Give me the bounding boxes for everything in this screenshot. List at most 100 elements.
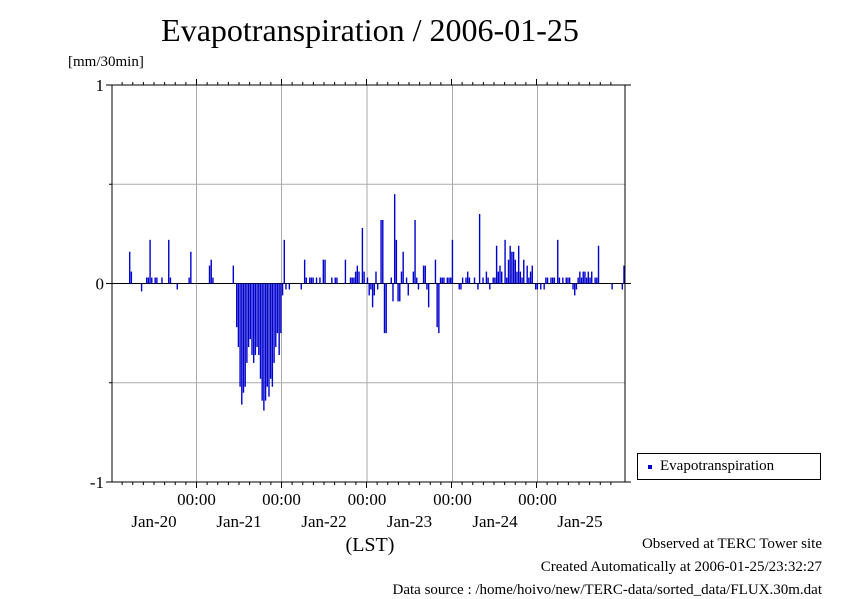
bar: [439, 277, 442, 284]
bar: [426, 283, 428, 290]
bar: [594, 277, 596, 284]
bar: [310, 277, 313, 284]
bar: [448, 277, 450, 284]
bar: [239, 283, 241, 387]
bar: [478, 214, 481, 284]
bar: [507, 259, 510, 284]
bar: [511, 251, 513, 284]
bar: [405, 277, 408, 284]
x-tick-time-label: 00:00: [177, 490, 216, 509]
bar: [280, 283, 282, 334]
bar: [305, 277, 308, 284]
x-tick-day-label: Jan-22: [301, 512, 346, 531]
bar: [130, 271, 133, 284]
bar: [501, 271, 503, 284]
bar: [353, 277, 355, 284]
bar: [506, 277, 508, 284]
y-axis-unit-label: [mm/30min]: [68, 54, 144, 70]
bar: [580, 277, 583, 284]
bar: [443, 277, 445, 284]
bar: [312, 277, 314, 284]
bar: [366, 277, 369, 284]
bar: [528, 277, 530, 284]
bar: [577, 277, 579, 284]
bar: [370, 283, 372, 290]
bar: [414, 219, 416, 284]
bar: [477, 283, 479, 290]
bar: [390, 277, 392, 284]
bar: [210, 259, 212, 284]
x-tick-time-label: 00:00: [518, 490, 557, 509]
bar: [276, 283, 279, 334]
chart-title: Evapotranspiration / 2006-01-25: [161, 12, 579, 48]
bar: [140, 283, 143, 292]
bar: [336, 277, 338, 284]
bar: [529, 271, 532, 284]
bar: [176, 283, 178, 290]
bar: [376, 283, 379, 290]
bar-series: [128, 194, 625, 411]
bar: [402, 251, 404, 284]
x-tick-day-label: Jan-20: [131, 512, 176, 531]
bar: [349, 277, 352, 284]
bar: [514, 259, 516, 284]
x-tick-day-label: Jan-21: [216, 512, 261, 531]
bar: [597, 245, 600, 284]
bar: [517, 245, 520, 284]
bar: [208, 265, 211, 284]
bar: [567, 277, 569, 284]
bar: [531, 265, 533, 284]
bar: [451, 239, 454, 284]
bar: [584, 271, 586, 284]
bar: [565, 277, 567, 284]
bar: [334, 277, 336, 284]
bar: [509, 245, 511, 284]
bar: [303, 259, 306, 284]
bar: [416, 277, 418, 284]
bar: [258, 283, 260, 355]
bar: [375, 271, 377, 284]
bar: [434, 259, 437, 284]
bar: [358, 271, 360, 284]
bar: [251, 283, 253, 355]
x-tick-time-label: 00:00: [433, 490, 472, 509]
bar: [268, 283, 270, 397]
bar: [278, 283, 280, 355]
bar: [450, 277, 452, 284]
bar: [324, 259, 326, 284]
y-tick-label: 1: [96, 76, 105, 95]
bar: [395, 239, 398, 284]
bar: [275, 283, 277, 348]
bar: [242, 283, 245, 393]
bar: [300, 283, 302, 290]
bar: [422, 265, 425, 284]
bar: [168, 239, 170, 284]
bar: [504, 239, 506, 284]
bar: [169, 277, 172, 284]
bar: [237, 283, 240, 348]
bar: [582, 271, 584, 284]
bar: [543, 283, 545, 290]
bar: [553, 277, 556, 284]
bar: [263, 283, 265, 411]
bar: [521, 277, 523, 284]
bar: [512, 251, 515, 284]
bar: [315, 277, 318, 284]
bar: [492, 277, 494, 284]
bar: [271, 283, 274, 387]
bar: [591, 271, 593, 284]
x-tick-day-label: Jan-24: [472, 512, 518, 531]
bar: [232, 265, 235, 284]
bar: [540, 283, 542, 290]
bar: [621, 283, 623, 290]
bar: [494, 277, 496, 284]
bar: [575, 283, 578, 290]
x-tick-day-label: Jan-25: [557, 512, 602, 531]
bar: [259, 283, 262, 379]
bar: [497, 271, 499, 284]
x-axis-label: (LST): [345, 534, 395, 556]
bar: [236, 283, 238, 328]
bar: [562, 277, 564, 284]
bar: [473, 277, 476, 284]
